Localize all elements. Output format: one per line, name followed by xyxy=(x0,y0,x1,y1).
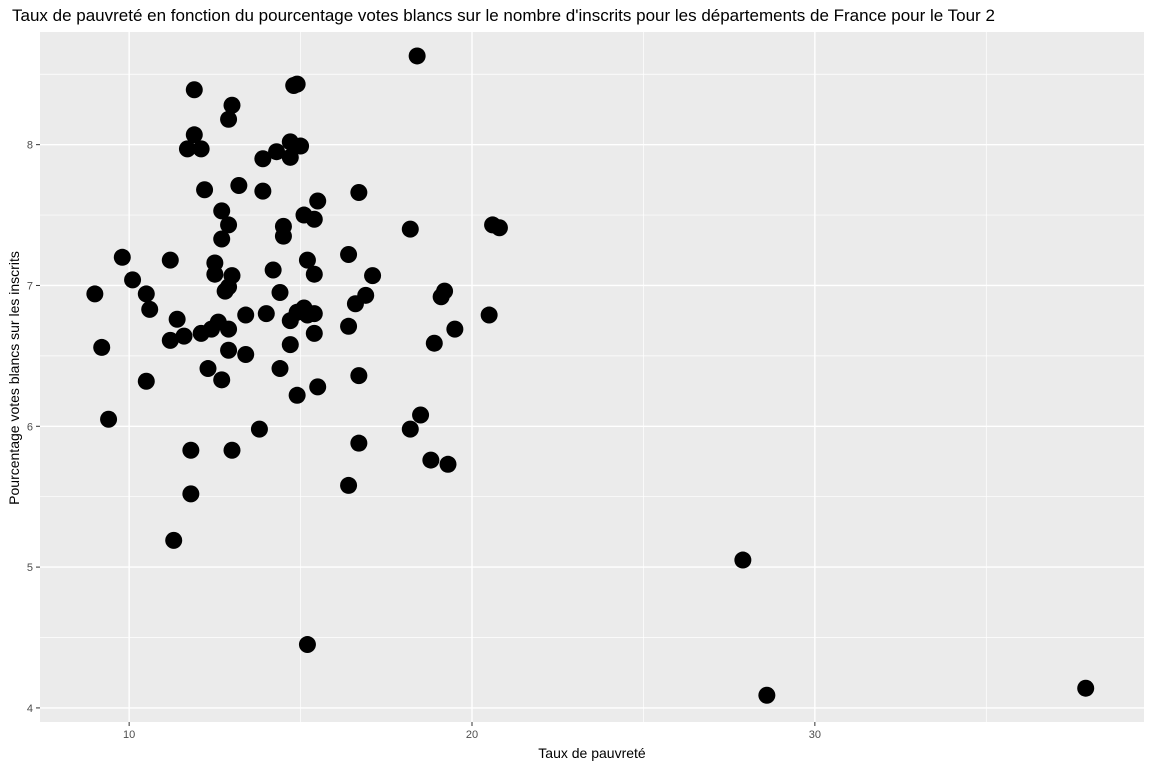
data-point xyxy=(223,267,241,285)
data-point xyxy=(213,371,231,389)
data-point xyxy=(250,420,268,438)
data-point xyxy=(340,476,358,494)
data-point xyxy=(305,305,323,323)
data-point xyxy=(305,210,323,228)
data-point xyxy=(213,230,231,248)
y-axis-title: Pourcentage votes blancs sur les inscrit… xyxy=(6,251,22,505)
data-point xyxy=(220,341,238,359)
minor-gridlines xyxy=(40,32,1144,722)
data-point xyxy=(288,386,306,404)
data-point xyxy=(1077,679,1095,697)
data-point xyxy=(220,320,238,338)
data-point xyxy=(436,282,454,300)
data-point xyxy=(185,126,203,144)
data-point xyxy=(182,441,200,459)
data-point xyxy=(281,148,299,166)
data-point xyxy=(401,420,419,438)
data-point xyxy=(185,81,203,99)
data-point xyxy=(220,110,238,128)
x-tick-label: 10 xyxy=(123,729,135,741)
data-point xyxy=(165,531,183,549)
data-point xyxy=(86,285,104,303)
data-point xyxy=(213,202,231,220)
data-point xyxy=(230,176,248,194)
data-point xyxy=(237,306,255,324)
data-point xyxy=(271,284,289,302)
data-point xyxy=(292,137,310,155)
data-point xyxy=(175,327,193,345)
data-point xyxy=(113,248,131,266)
y-tick-label: 6 xyxy=(27,421,33,433)
data-point xyxy=(305,265,323,283)
data-point xyxy=(758,686,776,704)
data-point xyxy=(268,143,286,161)
data-point xyxy=(196,181,214,199)
data-point xyxy=(254,182,272,200)
data-point xyxy=(220,216,238,234)
data-point xyxy=(309,378,327,396)
data-point xyxy=(422,451,440,469)
data-point xyxy=(446,320,464,338)
data-point xyxy=(137,285,155,303)
y-axis-ticks: 4 5 6 7 8 xyxy=(27,140,40,715)
x-axis-title: Taux de pauvreté xyxy=(538,745,646,761)
data-point xyxy=(254,150,272,168)
data-point xyxy=(192,140,210,158)
data-point xyxy=(161,331,179,349)
data-point xyxy=(161,251,179,269)
data-point xyxy=(734,551,752,569)
data-point xyxy=(137,372,155,390)
data-point xyxy=(288,75,306,93)
data-point xyxy=(206,265,224,283)
data-point xyxy=(237,345,255,363)
data-point xyxy=(412,406,430,424)
data-point xyxy=(408,47,426,65)
data-point xyxy=(274,227,292,245)
y-tick-label: 4 xyxy=(27,703,33,715)
data-point xyxy=(425,334,443,352)
data-point xyxy=(350,434,368,452)
data-point xyxy=(480,306,498,324)
data-point xyxy=(340,245,358,263)
data-point xyxy=(199,360,217,378)
data-point xyxy=(223,441,241,459)
data-point xyxy=(350,184,368,202)
data-point xyxy=(490,219,508,237)
major-gridlines xyxy=(40,32,1144,722)
x-tick-label: 20 xyxy=(466,729,478,741)
data-point xyxy=(309,192,327,210)
chart-title: Taux de pauvreté en fonction du pourcent… xyxy=(12,6,995,25)
data-point xyxy=(178,140,196,158)
y-tick-label: 8 xyxy=(27,140,33,152)
x-tick-label: 30 xyxy=(809,729,821,741)
y-tick-label: 7 xyxy=(27,280,33,292)
x-axis-ticks: 10 20 30 xyxy=(123,722,821,741)
data-point xyxy=(168,310,186,328)
data-point xyxy=(305,324,323,342)
data-point xyxy=(264,261,282,279)
plot-panel xyxy=(40,32,1144,722)
data-point xyxy=(350,367,368,385)
data-point xyxy=(124,271,142,289)
data-point xyxy=(257,305,275,323)
y-tick-label: 5 xyxy=(27,562,33,574)
data-point xyxy=(100,410,118,428)
data-points xyxy=(86,47,1095,704)
data-point xyxy=(298,251,316,269)
data-point xyxy=(182,485,200,503)
data-point xyxy=(141,300,159,318)
data-point xyxy=(281,336,299,354)
data-point xyxy=(401,220,419,238)
data-point xyxy=(223,96,241,114)
data-point xyxy=(93,338,111,356)
data-point xyxy=(439,455,457,473)
data-point xyxy=(340,317,358,335)
data-point xyxy=(357,286,375,304)
data-point xyxy=(298,636,316,654)
data-point xyxy=(271,360,289,378)
data-point xyxy=(364,267,382,285)
